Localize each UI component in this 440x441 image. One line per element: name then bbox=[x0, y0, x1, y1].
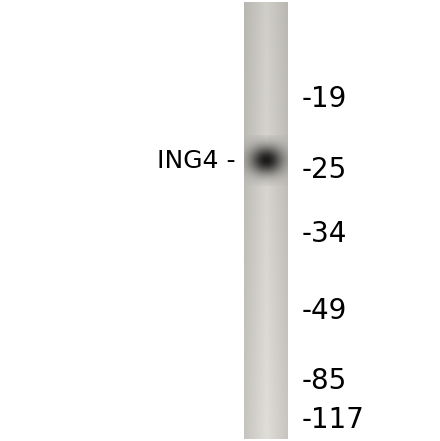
Text: -117: -117 bbox=[301, 406, 364, 434]
Text: -25: -25 bbox=[301, 156, 347, 184]
Text: -49: -49 bbox=[301, 297, 347, 325]
Text: -34: -34 bbox=[301, 220, 347, 248]
Text: ING4 -: ING4 - bbox=[157, 149, 235, 173]
Text: -85: -85 bbox=[301, 367, 347, 396]
Text: -19: -19 bbox=[301, 85, 347, 113]
